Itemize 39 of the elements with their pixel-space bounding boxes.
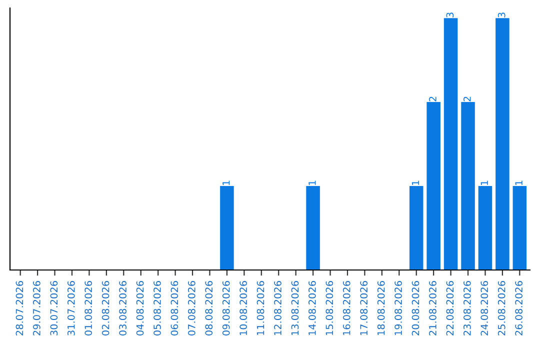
x-tick-label: 18.08.2026 (377, 281, 385, 336)
data-label: 1 (480, 180, 488, 185)
data-label: 1 (515, 180, 522, 185)
x-tick-label: 10.08.2026 (240, 281, 247, 336)
x-tick-label: 17.08.2026 (360, 281, 368, 336)
x-tick-label: 15.08.2026 (326, 281, 334, 336)
x-tick-label: 02.08.2026 (102, 281, 110, 336)
x-tick-label: 20.08.2026 (412, 281, 420, 336)
x-tick-label: 06.08.2026 (170, 281, 178, 336)
x-tick-label: 24.08.2026 (480, 281, 488, 336)
x-tick-label: 22.08.2026 (446, 281, 454, 336)
data-label: 1 (308, 180, 316, 185)
x-tick-label: 29.07.2026 (33, 281, 40, 336)
x-tick-label: 31.07.2026 (67, 281, 75, 336)
x-tick-label: 08.08.2026 (205, 281, 213, 336)
x-tick-label: 25.08.2026 (498, 281, 506, 336)
x-tick-label: 05.08.2026 (154, 281, 161, 336)
data-label: 1 (222, 180, 230, 185)
data-label: 3 (498, 12, 506, 18)
x-tick-label: 14.08.2026 (308, 281, 316, 336)
x-tick-label: 12.08.2026 (274, 281, 282, 336)
x-tick-label: 19.08.2026 (394, 281, 402, 336)
x-tick-label: 07.08.2026 (188, 281, 196, 336)
x-tick-label: 04.08.2026 (136, 281, 144, 336)
x-tick-label: 09.08.2026 (222, 281, 230, 336)
x-tick-label: 11.08.2026 (256, 281, 264, 336)
x-tick-label: 21.08.2026 (429, 281, 436, 336)
x-tick-label: 13.08.2026 (291, 281, 299, 336)
x-tick-label: 16.08.2026 (342, 281, 350, 336)
data-label: 2 (463, 96, 471, 102)
x-tick-label: 23.08.2026 (463, 281, 471, 336)
x-tick-label: 30.07.2026 (50, 281, 58, 336)
data-label: 3 (446, 12, 454, 18)
x-tick-label: 26.08.2026 (515, 281, 522, 336)
data-label: 1 (412, 180, 420, 185)
x-tick-label: 28.07.2026 (16, 281, 24, 336)
x-tick-label: 01.08.2026 (84, 281, 92, 336)
data-label: 2 (429, 96, 436, 102)
x-tick-label: 03.08.2026 (119, 281, 126, 336)
